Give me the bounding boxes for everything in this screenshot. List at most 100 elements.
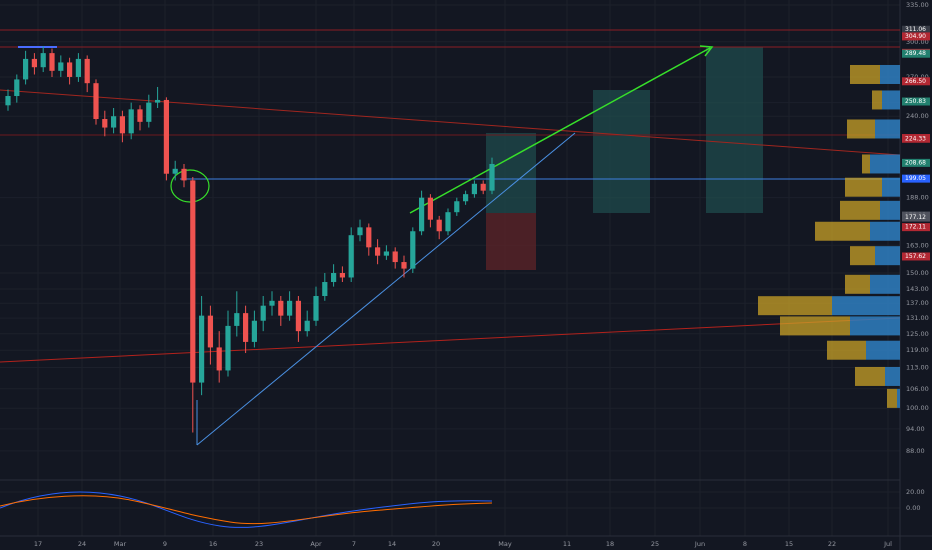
x-tick-label: 17 [34, 540, 42, 548]
y-tick-label: 163.00 [906, 241, 929, 249]
profile-sell [815, 221, 870, 241]
price-badge-label: 304.90 [905, 33, 926, 40]
candle-body [251, 320, 257, 342]
profile-buy [897, 388, 900, 408]
candle-body [111, 116, 117, 128]
candle-body [375, 247, 381, 256]
candle-body [419, 197, 425, 232]
profile-buy [882, 90, 900, 110]
x-tick-label: 24 [78, 540, 86, 548]
candle-body [383, 251, 389, 256]
profile-buy [885, 366, 900, 386]
y-tick-label: 270.00 [906, 73, 929, 81]
profile-sell [887, 388, 897, 408]
candle-body [216, 347, 222, 371]
candle-body [269, 300, 275, 306]
candle-body [260, 305, 266, 321]
candle-body [172, 168, 178, 174]
y-tick-label: 113.00 [906, 363, 929, 371]
candle-body [14, 79, 20, 97]
price-badge-label: 199.05 [905, 175, 926, 182]
price-badge-label: 250.83 [905, 98, 926, 105]
x-tick-label: 9 [163, 540, 167, 548]
profile-sell [855, 366, 885, 386]
price-badge [902, 134, 930, 143]
candle-body [313, 296, 319, 321]
candle-body [480, 183, 486, 191]
profile-buy [875, 246, 900, 266]
profile-buy [880, 200, 900, 220]
candle-body [199, 315, 205, 383]
price-badge [902, 213, 930, 222]
y-tick-label: 240.00 [906, 112, 929, 120]
profile-buy [880, 64, 900, 84]
x-tick-label: 16 [209, 540, 217, 548]
x-tick-label: 7 [352, 540, 356, 548]
projection-arrow [409, 47, 711, 214]
profile-sell [840, 200, 880, 220]
candle-body [40, 53, 46, 68]
candle-body [366, 227, 372, 248]
candle-body [181, 168, 187, 181]
candle-body [322, 282, 328, 297]
stop-box [486, 213, 536, 270]
profile-buy [866, 340, 900, 360]
price-badge-label: 177.12 [905, 214, 926, 221]
profile-buy [870, 154, 900, 174]
price-badge-label: 266.50 [905, 78, 926, 85]
profile-sell [872, 90, 882, 110]
drawings [0, 29, 901, 528]
candle-body [102, 119, 108, 128]
x-tick-label: 20 [432, 540, 440, 548]
x-tick-label: 14 [388, 540, 396, 548]
candle-body [5, 96, 11, 106]
x-tick-label: 25 [651, 540, 659, 548]
trend-line [0, 317, 901, 363]
price-badge [902, 25, 930, 34]
price-badge [902, 97, 930, 106]
profile-sell [845, 177, 882, 197]
y-tick-label: 150.00 [906, 269, 929, 277]
x-tick-label: 22 [828, 540, 836, 548]
y-tick-label: 131.00 [906, 314, 929, 322]
candle-body [348, 235, 354, 278]
highlight-circle [170, 169, 210, 203]
candle-body [119, 116, 125, 134]
y-tick-label: 188.00 [906, 194, 929, 202]
candle-body [278, 300, 284, 316]
candle-body [93, 83, 99, 120]
candle-body [155, 99, 161, 103]
price-badge-label: 157.62 [905, 253, 926, 260]
profile-buy [870, 221, 900, 241]
x-tick-label: 18 [606, 540, 614, 548]
price-badge-label: 311.06 [905, 26, 926, 33]
candle-body [75, 58, 81, 77]
candle-body [489, 163, 495, 191]
candle-body [225, 325, 231, 371]
profile-sell [847, 119, 875, 139]
price-badge-label: 224.33 [905, 135, 926, 142]
price-badge-label: 289.48 [905, 50, 926, 57]
candle-body [357, 227, 363, 236]
candle-body [23, 58, 29, 80]
candle-body [287, 300, 293, 316]
price-badge [902, 223, 930, 232]
profile-sell [845, 274, 870, 294]
price-badge [902, 174, 930, 183]
candle-body [401, 262, 407, 269]
candle-body [331, 272, 337, 283]
x-tick-label: Jul [883, 540, 892, 548]
price-badge [902, 77, 930, 86]
arrow-head [699, 45, 714, 57]
price-badge [902, 158, 930, 167]
target-box [706, 47, 763, 213]
candle-body [427, 197, 433, 220]
candle-body [471, 183, 477, 195]
y-tick-label: 125.00 [906, 330, 929, 338]
candle-body [463, 194, 469, 202]
candle-body [234, 313, 240, 326]
price-badge [902, 32, 930, 41]
profile-sell [850, 246, 875, 266]
